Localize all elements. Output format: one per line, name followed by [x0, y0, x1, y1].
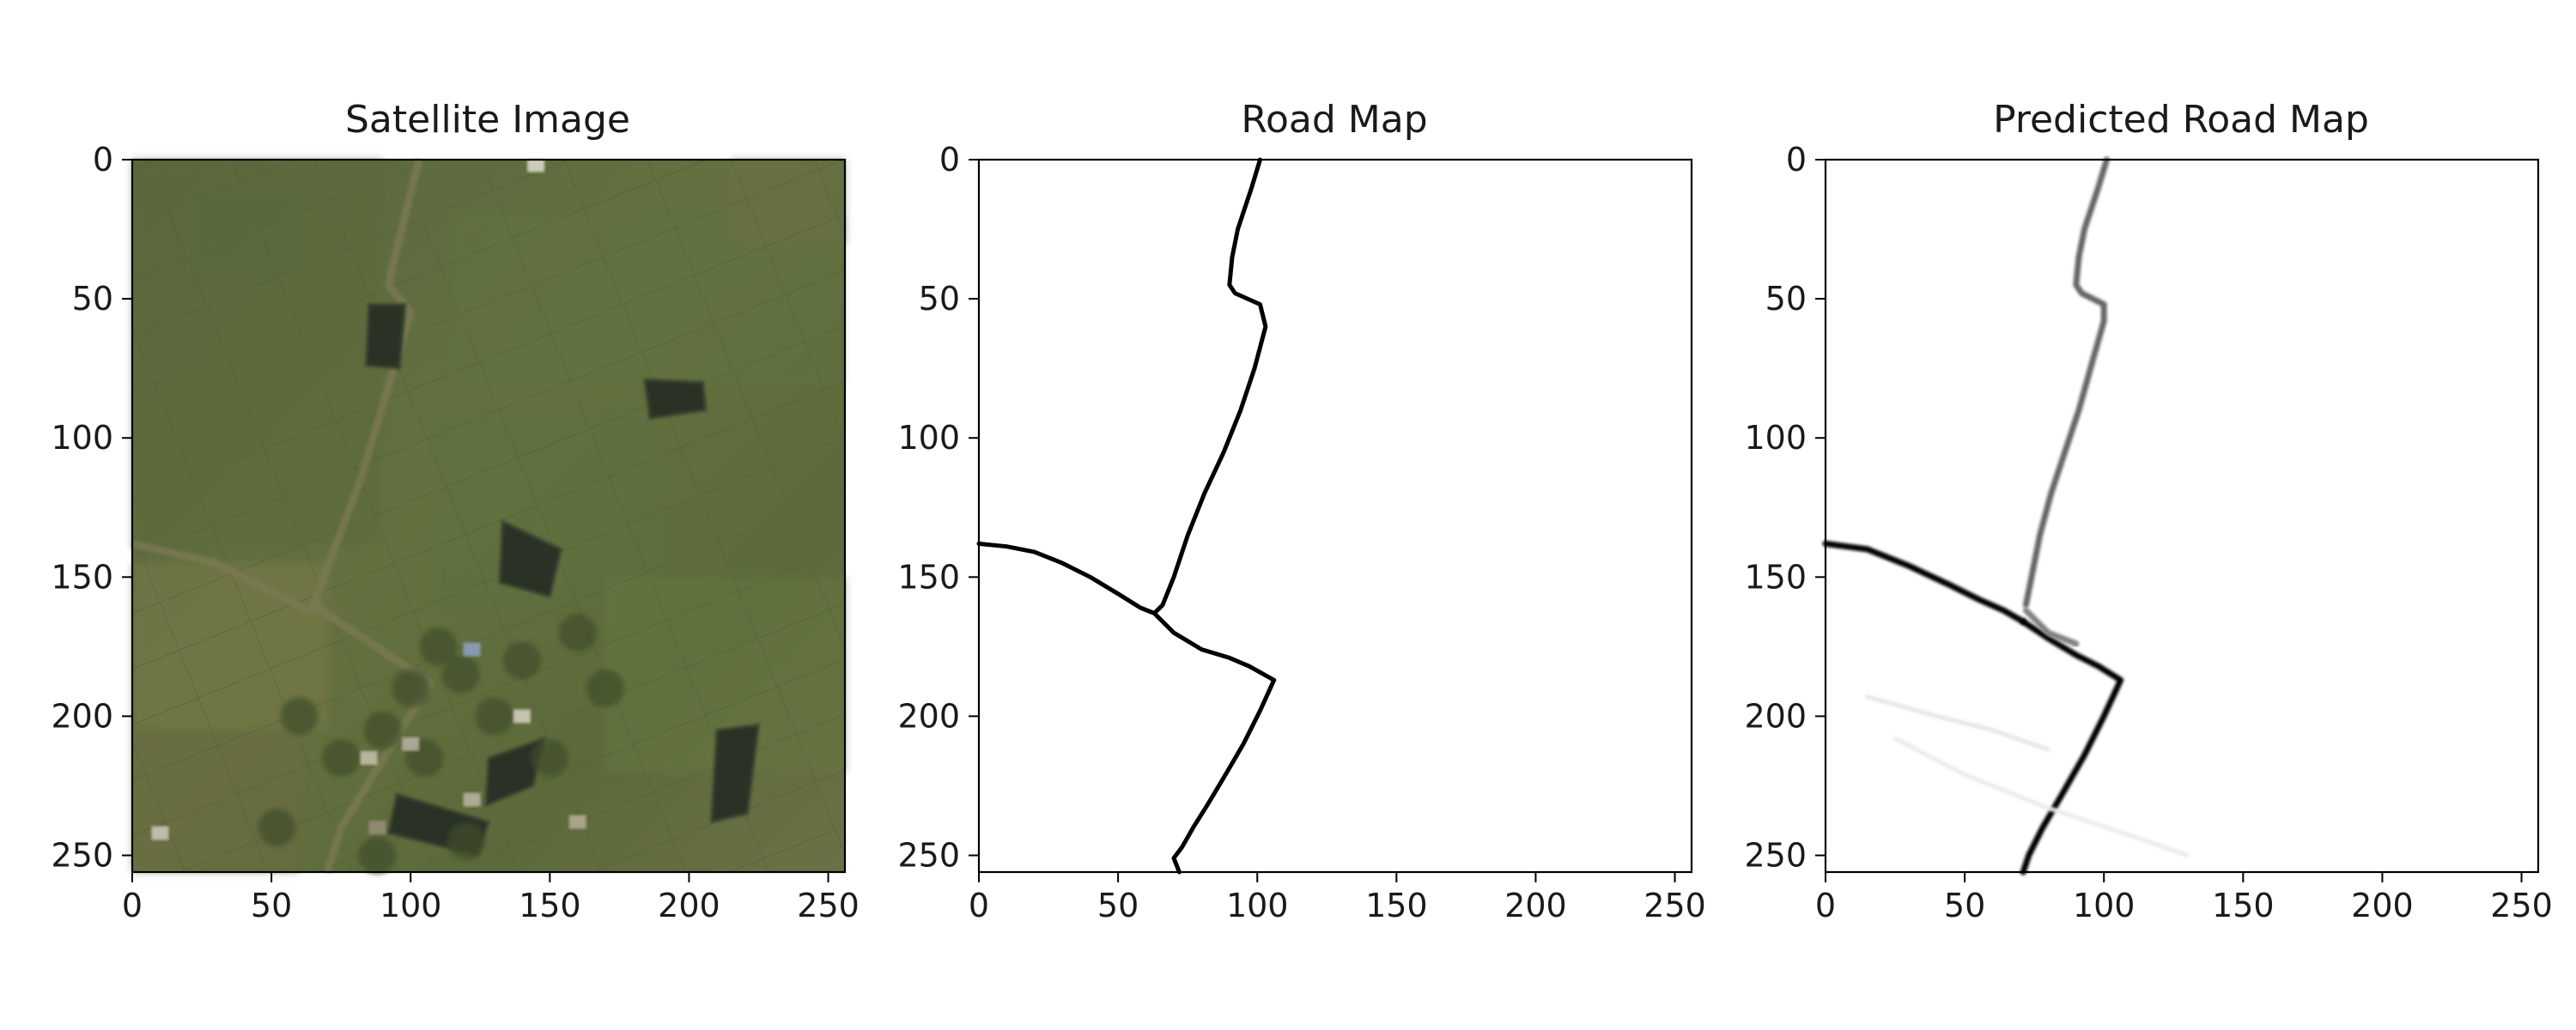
- satellite-image: [131, 158, 845, 875]
- y-tick-label: 100: [51, 419, 113, 457]
- predicted-road-map-plot: [1822, 156, 2538, 876]
- x-tick-label: 0: [122, 887, 143, 924]
- building-roof: [513, 709, 531, 724]
- y-tick-label: 50: [919, 280, 960, 318]
- tree-cluster: [419, 627, 458, 666]
- tree-cluster: [392, 670, 430, 708]
- y-tick-label: 0: [93, 141, 113, 179]
- tree-cluster: [322, 739, 361, 778]
- x-tick-label: 50: [1944, 887, 1985, 924]
- road-line: [2020, 618, 2124, 876]
- x-tick-label: 200: [1504, 887, 1567, 924]
- x-tick-label: 250: [2490, 887, 2553, 924]
- road-line: [1822, 540, 2026, 625]
- y-tick-label: 150: [1744, 558, 1807, 596]
- tree-cluster: [358, 836, 397, 875]
- x-tick-label: 200: [658, 887, 720, 924]
- road-track: [131, 540, 315, 617]
- x-tick-label: 100: [1226, 887, 1289, 924]
- road-line: [1151, 611, 1277, 875]
- road-line: [1893, 736, 2190, 857]
- y-tick-label: 250: [51, 837, 113, 875]
- x-tick-label: 150: [2212, 887, 2275, 924]
- road-line: [976, 541, 1157, 615]
- road-map-title: Road Map: [1241, 98, 1427, 142]
- x-tick-label: 50: [1097, 887, 1139, 924]
- y-tick-label: 200: [897, 697, 960, 735]
- y-tick-label: 150: [897, 558, 960, 596]
- y-tick-label: 50: [72, 280, 113, 318]
- y-tick-label: 100: [1744, 419, 1807, 457]
- x-tick-label: 100: [2073, 887, 2136, 924]
- road-line: [2022, 156, 2110, 609]
- y-tick-label: 50: [1765, 280, 1807, 318]
- building-roof: [568, 815, 586, 829]
- road-map-plot: [976, 157, 1692, 875]
- x-tick-label: 0: [969, 887, 989, 924]
- building-roof: [151, 826, 169, 840]
- tree-cluster: [558, 614, 597, 652]
- y-tick-label: 250: [897, 837, 960, 875]
- building-roof: [368, 821, 386, 835]
- predicted-road-map-panel: Predicted Road Map 0 50 100 150 200 250050100…: [1744, 98, 2552, 924]
- pond: [484, 736, 546, 808]
- pond: [642, 378, 708, 421]
- axes-frame: [1824, 158, 2540, 874]
- satellite-image-panel: Satellite Image 0 50 100 150 200 250050100150…: [51, 98, 859, 924]
- y-tick-label: 0: [1786, 141, 1807, 179]
- road-line: [1151, 157, 1268, 615]
- building-roof: [463, 642, 481, 657]
- y-tick-label: 200: [1744, 697, 1807, 735]
- y-tick-label: 200: [51, 697, 113, 735]
- x-tick-label: 250: [797, 887, 860, 924]
- x-tick-label: 250: [1643, 887, 1706, 924]
- x-tick-label: 150: [519, 887, 581, 924]
- road-track: [309, 158, 434, 874]
- building-roof: [463, 792, 481, 807]
- tree-cluster: [363, 711, 402, 749]
- pond: [364, 303, 407, 370]
- y-tick-label: 100: [897, 419, 960, 457]
- building-roof: [527, 158, 545, 173]
- y-tick-label: 150: [51, 558, 113, 596]
- tree-cluster: [441, 655, 480, 694]
- pond: [709, 723, 761, 824]
- tree-cluster: [258, 809, 296, 847]
- tree-cluster: [280, 697, 319, 736]
- building-roof: [402, 736, 420, 751]
- tree-cluster: [586, 670, 625, 708]
- building-roof: [360, 751, 378, 766]
- x-tick-label: 100: [380, 887, 442, 924]
- tree-cluster: [475, 697, 513, 736]
- plot-background: [979, 160, 1692, 872]
- plot-background: [1826, 160, 2538, 872]
- predicted-road-map-title: Predicted Road Map: [1993, 98, 2369, 142]
- x-tick-label: 150: [1365, 887, 1428, 924]
- road-line: [1865, 694, 2050, 752]
- pond: [498, 519, 563, 598]
- axes-frame: [977, 158, 1693, 874]
- satellite-image-title: Satellite Image: [345, 98, 630, 142]
- tree-cluster: [531, 739, 569, 778]
- y-tick-label: 0: [939, 141, 960, 179]
- x-tick-label: 0: [1815, 887, 1836, 924]
- road-line: [2022, 607, 2080, 647]
- axes-frame: [131, 158, 847, 874]
- y-tick-label: 250: [1744, 837, 1807, 875]
- tree-cluster: [502, 641, 541, 680]
- tree-cluster: [447, 822, 486, 861]
- x-tick-label: 200: [2351, 887, 2414, 924]
- x-tick-label: 50: [251, 887, 292, 924]
